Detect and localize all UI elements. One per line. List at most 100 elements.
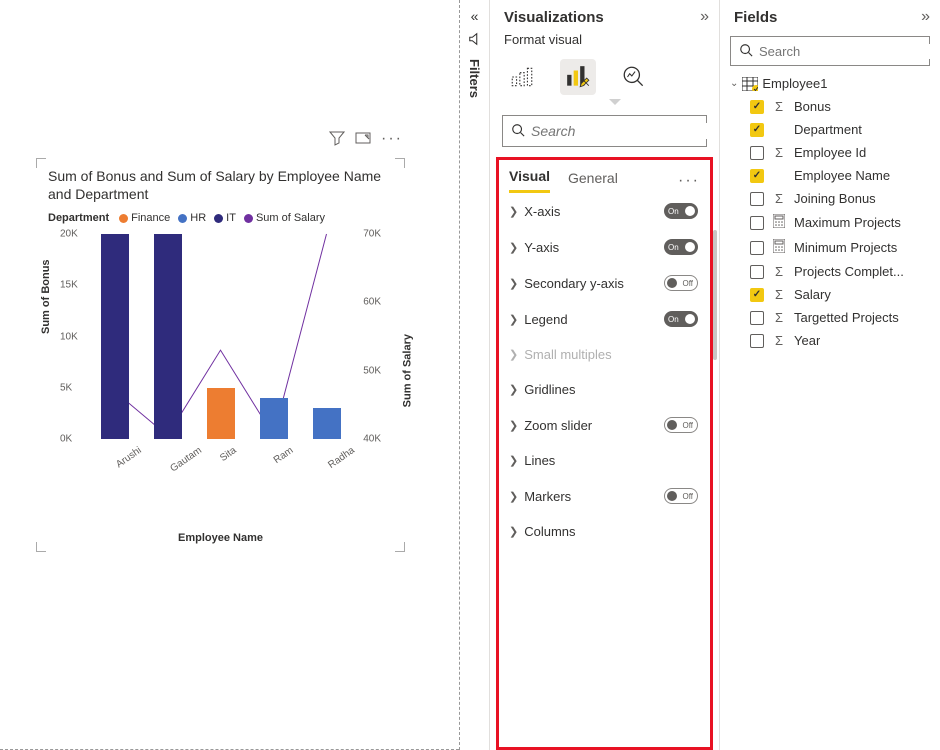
y-right-axis-title: Sum of Salary bbox=[401, 334, 413, 407]
field-checkbox[interactable] bbox=[750, 123, 764, 137]
toggle-off[interactable]: Off bbox=[664, 488, 698, 504]
format-section[interactable]: ❯Y-axisOn bbox=[499, 229, 708, 265]
resize-handle-bl[interactable] bbox=[36, 542, 46, 552]
format-section[interactable]: ❯Gridlines bbox=[499, 372, 708, 407]
format-section[interactable]: ❯MarkersOff bbox=[499, 478, 708, 514]
section-label: Small multiples bbox=[524, 347, 611, 362]
field-type-icon bbox=[772, 214, 786, 231]
table-node[interactable]: ⌄ Employee1 bbox=[720, 72, 940, 95]
fields-pane-title: Fields bbox=[734, 9, 777, 26]
chevron-right-icon: ❯ bbox=[509, 490, 518, 503]
expand-filters-icon[interactable]: « bbox=[471, 8, 479, 24]
field-name: Targetted Projects bbox=[794, 310, 899, 325]
tab-general[interactable]: General bbox=[568, 170, 618, 192]
more-options-icon[interactable]: ··· bbox=[381, 130, 403, 151]
chart-visual[interactable]: ··· Sum of Bonus and Sum of Salary by Em… bbox=[38, 160, 403, 550]
section-label: Legend bbox=[524, 312, 567, 327]
resize-handle-br[interactable] bbox=[395, 542, 405, 552]
field-row[interactable]: ΣJoining Bonus bbox=[720, 187, 940, 210]
field-type-icon: Σ bbox=[772, 333, 786, 348]
field-type-icon: Σ bbox=[772, 310, 786, 325]
field-row[interactable]: Maximum Projects bbox=[720, 210, 940, 235]
field-checkbox[interactable] bbox=[750, 334, 764, 348]
field-checkbox[interactable] bbox=[750, 311, 764, 325]
field-row[interactable]: ΣEmployee Id bbox=[720, 141, 940, 164]
format-section[interactable]: ❯LegendOn bbox=[499, 301, 708, 337]
fields-search-input[interactable] bbox=[730, 36, 930, 66]
field-checkbox[interactable] bbox=[750, 265, 764, 279]
y-right-tick: 50K bbox=[363, 365, 381, 376]
toggle-on[interactable]: On bbox=[664, 311, 698, 327]
toggle-off[interactable]: Off bbox=[664, 275, 698, 291]
fields-pane: Fields » ⌄ Employee1 ΣBonusDepartmentΣEm… bbox=[720, 0, 940, 750]
table-icon bbox=[742, 77, 758, 91]
field-checkbox[interactable] bbox=[750, 216, 764, 230]
format-search-input[interactable] bbox=[502, 115, 707, 147]
section-label: Y-axis bbox=[524, 240, 559, 255]
field-row[interactable]: ΣBonus bbox=[720, 95, 940, 118]
field-row[interactable]: Employee Name bbox=[720, 164, 940, 187]
field-name: Minimum Projects bbox=[794, 240, 897, 255]
format-section[interactable]: ❯Zoom sliderOff bbox=[499, 407, 708, 443]
field-row[interactable]: Σ Targetted Projects bbox=[720, 306, 940, 329]
legend-item: Finance bbox=[119, 212, 170, 224]
filter-icon[interactable] bbox=[329, 130, 345, 151]
collapse-fields-icon[interactable]: » bbox=[921, 8, 930, 26]
focus-mode-icon[interactable] bbox=[355, 130, 371, 151]
y-right-tick: 70K bbox=[363, 229, 381, 240]
legend-item: Sum of Salary bbox=[244, 212, 325, 224]
filters-pane-collapsed[interactable]: « Filters bbox=[460, 0, 490, 750]
tab-visual[interactable]: Visual bbox=[509, 168, 550, 193]
build-visual-mode[interactable] bbox=[504, 59, 540, 95]
field-checkbox[interactable] bbox=[750, 192, 764, 206]
toggle-on[interactable]: On bbox=[664, 203, 698, 219]
field-row[interactable]: Minimum Projects bbox=[720, 235, 940, 260]
format-section[interactable]: ❯X-axisOn bbox=[499, 193, 708, 229]
field-checkbox[interactable] bbox=[750, 241, 764, 255]
viz-pane-subtitle: Format visual bbox=[490, 30, 719, 55]
field-checkbox[interactable] bbox=[750, 100, 764, 114]
legend-item: HR bbox=[178, 212, 206, 224]
format-section[interactable]: ❯Lines bbox=[499, 443, 708, 478]
format-section[interactable]: ❯Columns bbox=[499, 514, 708, 549]
chevron-right-icon: ❯ bbox=[509, 383, 518, 396]
field-checkbox[interactable] bbox=[750, 169, 764, 183]
format-visual-mode[interactable] bbox=[560, 59, 596, 95]
toggle-on[interactable]: On bbox=[664, 239, 698, 255]
report-canvas[interactable]: ··· Sum of Bonus and Sum of Salary by Em… bbox=[0, 0, 460, 750]
format-search-field[interactable] bbox=[531, 123, 713, 139]
filters-label: Filters bbox=[467, 59, 482, 98]
toggle-off[interactable]: Off bbox=[664, 417, 698, 433]
section-label: X-axis bbox=[524, 204, 560, 219]
legend-item: IT bbox=[214, 212, 236, 224]
analytics-mode[interactable] bbox=[616, 59, 652, 95]
chevron-down-icon: ⌄ bbox=[730, 78, 738, 89]
y-left-tick: 20K bbox=[60, 229, 78, 240]
collapse-viz-icon[interactable]: » bbox=[700, 8, 709, 26]
tab-more-icon[interactable]: ··· bbox=[678, 172, 700, 190]
bar[interactable] bbox=[207, 388, 235, 439]
field-row[interactable]: ΣYear bbox=[720, 329, 940, 352]
section-label: Lines bbox=[524, 453, 555, 468]
field-name: Salary bbox=[794, 287, 831, 302]
bar[interactable] bbox=[260, 398, 288, 439]
fields-search-field[interactable] bbox=[759, 44, 935, 59]
resize-handle-tl[interactable] bbox=[36, 158, 46, 168]
field-checkbox[interactable] bbox=[750, 288, 764, 302]
format-section[interactable]: ❯Secondary y-axisOff bbox=[499, 265, 708, 301]
bookmark-icon[interactable] bbox=[468, 32, 482, 49]
field-row[interactable]: ΣSalary bbox=[720, 283, 940, 306]
field-name: Bonus bbox=[794, 99, 831, 114]
field-name: Joining Bonus bbox=[794, 191, 876, 206]
scrollbar[interactable] bbox=[713, 230, 717, 360]
field-checkbox[interactable] bbox=[750, 146, 764, 160]
field-row[interactable]: Department bbox=[720, 118, 940, 141]
field-name: Maximum Projects bbox=[794, 215, 901, 230]
field-type-icon: Σ bbox=[772, 145, 786, 160]
bar[interactable] bbox=[101, 234, 129, 439]
table-name: Employee1 bbox=[762, 76, 827, 91]
field-row[interactable]: ΣProjects Complet... bbox=[720, 260, 940, 283]
resize-handle-tr[interactable] bbox=[395, 158, 405, 168]
bar[interactable] bbox=[313, 408, 341, 439]
bar[interactable] bbox=[154, 234, 182, 439]
